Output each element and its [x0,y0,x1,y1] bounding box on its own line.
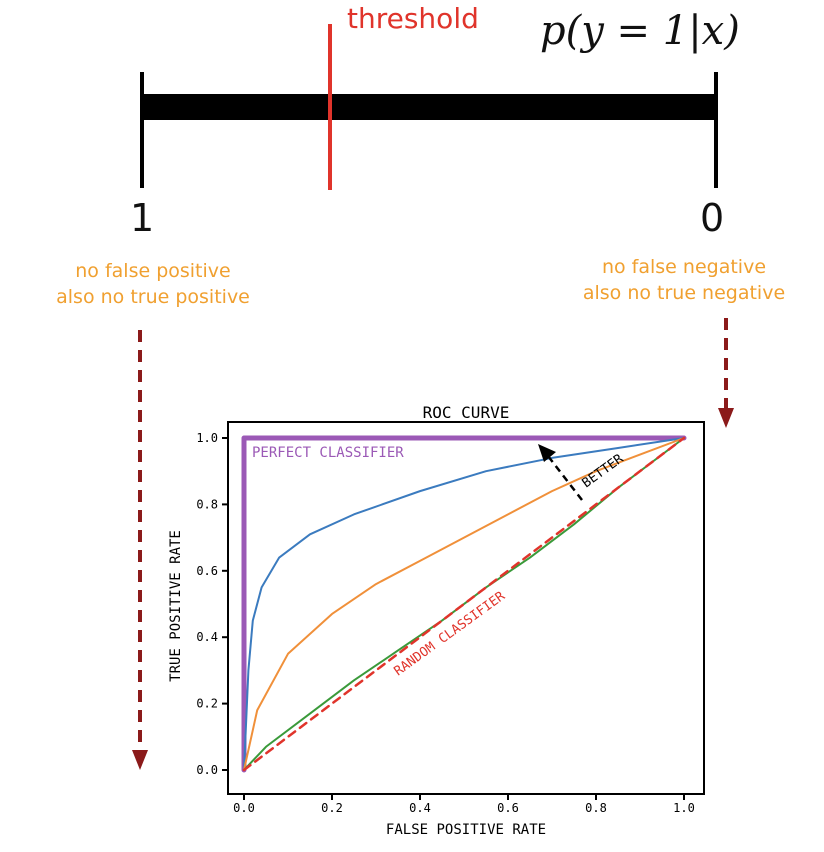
note-left-line1: no false positive [75,260,231,282]
y-tick-label: 0.8 [196,497,218,511]
probability-expression: p(y = 1|x) [540,8,740,54]
left-arrow-head [132,750,148,770]
x-tick-label: 0.0 [233,801,255,815]
end-label-one: 1 [130,196,155,240]
y-tick-label: 0.0 [196,763,218,777]
orange-roc-curve [243,437,685,771]
end-label-zero: 0 [700,196,725,240]
better-arrow-head [538,444,556,462]
green-roc-curve [243,437,685,771]
y-tick-label: 0.6 [196,564,218,578]
better-arrow-shaft [547,455,583,501]
random-classifier-label: RANDOM CLASSIFIER [392,589,509,679]
roc-ylabel: TRUE POSITIVE RATE [168,530,184,682]
roc-plot: ROC CURVE FALSE POSITIVE RATE TRUE POSIT… [168,403,705,838]
better-label: BETTER [580,451,627,491]
x-tick-label: 0.8 [585,801,607,815]
note-left-line2: also no true positive [56,286,250,308]
random-classifier-line [242,436,686,772]
right-arrow-head [718,408,734,428]
roc-plot-frame [227,421,705,795]
x-tick-label: 0.2 [321,801,343,815]
roc-series [241,435,687,773]
note-right-line2: also no true negative [582,282,786,304]
probability-bar [142,94,716,120]
roc-plot-title: ROC CURVE [423,403,510,422]
roc-ticks: 0.0 0.2 0.4 0.6 0.8 1.0 0.0 0.2 0.4 0.6 0.8 1.0 [196,431,695,815]
threshold-label: threshold [347,2,479,35]
perfect-classifier-line [241,435,687,773]
perfect-classifier-label: PERFECT CLASSIFIER [252,445,404,461]
roc-xlabel: FALSE POSITIVE RATE [386,822,546,838]
y-tick-label: 0.4 [196,630,218,644]
x-tick-label: 0.6 [497,801,519,815]
x-tick-label: 1.0 [673,801,695,815]
y-tick-label: 0.2 [196,697,218,711]
note-left: no false positive also no true positive [30,258,276,310]
y-tick-label: 1.0 [196,431,218,445]
x-tick-label: 0.4 [409,801,431,815]
note-right: no false negative also no true negative [540,254,824,306]
note-right-line1: no false negative [601,256,767,278]
blue-roc-curve [243,437,685,771]
